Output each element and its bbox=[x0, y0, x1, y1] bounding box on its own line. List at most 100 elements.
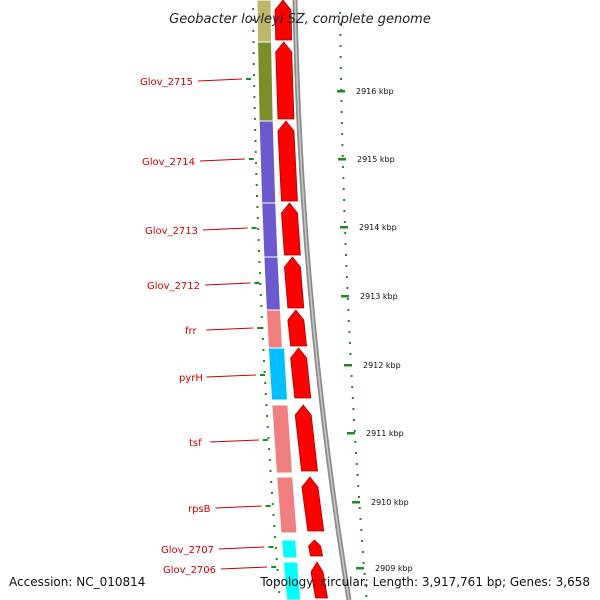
tick-mark bbox=[361, 540, 364, 542]
tick-mark bbox=[341, 133, 344, 135]
tick-mark bbox=[259, 294, 262, 296]
tick-mark bbox=[355, 452, 358, 454]
kbp-label: 2909 kbp bbox=[375, 564, 413, 573]
tick-mark bbox=[264, 382, 267, 384]
gene-arrow bbox=[275, 41, 295, 120]
kbp-major-tick bbox=[347, 432, 355, 435]
tick-mark bbox=[269, 470, 272, 472]
tick-mark bbox=[345, 265, 348, 267]
tick-mark bbox=[274, 547, 277, 549]
tick-mark bbox=[252, 63, 255, 65]
tick-mark bbox=[278, 591, 281, 593]
gene-tick-mark bbox=[257, 327, 263, 329]
tick-mark bbox=[252, 52, 255, 54]
kbp-major-tick bbox=[341, 295, 349, 298]
tick-mark bbox=[264, 393, 267, 395]
gene-arrow bbox=[274, 0, 293, 41]
tick-track bbox=[252, 8, 368, 597]
tick-mark bbox=[360, 529, 363, 531]
tick-mark bbox=[274, 536, 277, 538]
gene-tick-mark bbox=[254, 282, 260, 284]
tick-mark bbox=[252, 8, 255, 10]
tick-mark bbox=[348, 331, 351, 333]
gene-leader-line bbox=[215, 505, 262, 509]
tick-mark bbox=[253, 118, 256, 120]
arrow-track bbox=[274, 0, 328, 599]
tick-mark bbox=[258, 261, 261, 263]
tick-mark bbox=[357, 485, 360, 487]
gene-arrow bbox=[310, 561, 328, 599]
gene-block bbox=[261, 202, 279, 258]
tick-mark bbox=[347, 309, 350, 311]
gene-block bbox=[258, 120, 277, 204]
gene-tick-mark bbox=[260, 374, 265, 376]
tick-mark bbox=[364, 584, 367, 586]
kbp-major-tick bbox=[338, 158, 346, 161]
tick-mark bbox=[343, 210, 346, 212]
tick-mark bbox=[339, 67, 342, 69]
tick-mark bbox=[353, 419, 356, 421]
gene-block bbox=[257, 41, 274, 122]
tick-mark bbox=[353, 430, 356, 432]
tick-mark bbox=[345, 254, 347, 256]
gene-leader-line bbox=[218, 546, 265, 550]
tick-mark bbox=[272, 514, 275, 516]
gene-label-Glov_2712: Glov_2712 bbox=[147, 281, 200, 292]
gene-block bbox=[271, 404, 293, 474]
tick-mark bbox=[255, 184, 258, 186]
tick-mark bbox=[268, 459, 271, 461]
tick-mark bbox=[258, 250, 260, 252]
tick-mark bbox=[261, 327, 264, 329]
tick-mark bbox=[253, 85, 256, 87]
tick-mark bbox=[350, 375, 353, 377]
kbp-label: 2911 kbp bbox=[366, 429, 404, 438]
tick-mark bbox=[253, 96, 256, 98]
gene-leader-line bbox=[204, 282, 251, 286]
tick-mark bbox=[339, 23, 342, 25]
tick-mark bbox=[267, 437, 270, 439]
tick-mark bbox=[262, 349, 265, 351]
tick-mark bbox=[344, 232, 347, 234]
tick-mark bbox=[339, 45, 342, 47]
accession-text: Accession: NC_010814 bbox=[9, 575, 145, 589]
tick-mark bbox=[263, 360, 266, 362]
tick-mark bbox=[270, 492, 273, 494]
gene-arrow bbox=[277, 120, 298, 202]
tick-mark bbox=[252, 30, 255, 32]
tick-mark bbox=[342, 188, 345, 190]
tick-mark bbox=[270, 481, 273, 483]
gene-block bbox=[281, 539, 298, 559]
kbp-label: 2915 kbp bbox=[357, 155, 395, 164]
tick-mark bbox=[261, 338, 264, 340]
tick-mark bbox=[354, 441, 357, 443]
tick-mark bbox=[342, 177, 345, 179]
gene-arrow bbox=[308, 539, 324, 557]
gene-label-Glov_2714: Glov_2714 bbox=[142, 157, 195, 168]
tick-mark bbox=[339, 34, 342, 36]
tick-mark bbox=[346, 287, 349, 289]
tick-mark bbox=[359, 518, 362, 520]
genome-backbone-highlight bbox=[294, 0, 350, 600]
gene-block bbox=[282, 561, 302, 600]
gene-arrow bbox=[290, 347, 312, 399]
tick-mark bbox=[347, 320, 350, 322]
kbp-label: 2914 kbp bbox=[359, 223, 397, 232]
tick-mark bbox=[365, 595, 368, 597]
gene-label-tsf: tsf bbox=[189, 438, 202, 449]
tick-mark bbox=[343, 221, 346, 223]
gene-leader-line bbox=[202, 227, 248, 231]
kbp-label: 2913 kbp bbox=[360, 292, 398, 301]
tick-mark bbox=[277, 580, 280, 582]
tick-mark bbox=[340, 122, 343, 124]
kbp-label: 2910 kbp bbox=[371, 498, 409, 507]
tick-mark bbox=[340, 100, 343, 102]
backbone-track bbox=[292, 0, 352, 600]
kbp-major-tick bbox=[337, 90, 345, 93]
gene-blocks bbox=[256, 0, 302, 600]
gene-block bbox=[263, 256, 281, 311]
gene-arrow bbox=[281, 202, 301, 256]
gene-leader-line bbox=[220, 566, 268, 570]
tick-mark bbox=[252, 19, 255, 21]
